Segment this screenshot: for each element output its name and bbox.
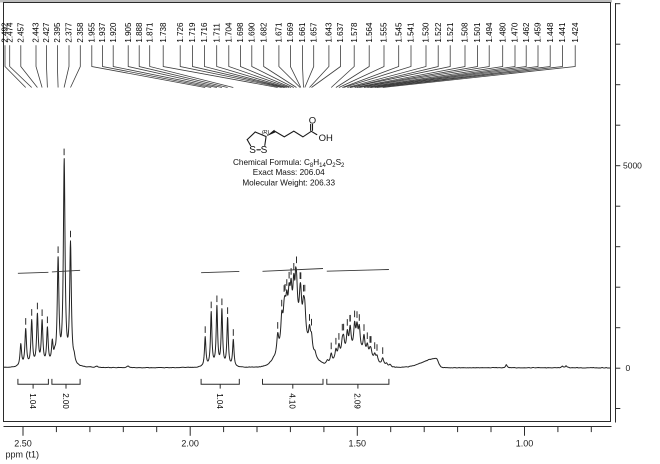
- svg-text:2.443: 2.443: [32, 22, 41, 43]
- svg-text:1.424: 1.424: [571, 22, 580, 43]
- svg-text:Molecular Weight: 206.33: Molecular Weight: 206.33: [242, 179, 335, 188]
- svg-text:1.00: 1.00: [516, 439, 534, 449]
- svg-text:4.10: 4.10: [288, 393, 297, 409]
- svg-text:0: 0: [626, 363, 631, 373]
- svg-text:1.698: 1.698: [236, 22, 245, 43]
- svg-text:1.459: 1.459: [534, 22, 543, 43]
- svg-text:1.711: 1.711: [212, 23, 221, 43]
- svg-text:1.501: 1.501: [473, 22, 482, 43]
- svg-text:1.920: 1.920: [109, 22, 118, 43]
- svg-text:ppm (t1): ppm (t1): [6, 450, 40, 460]
- svg-text:1.441: 1.441: [558, 22, 567, 43]
- svg-text:1.508: 1.508: [461, 22, 470, 43]
- svg-text:2.395: 2.395: [53, 22, 62, 43]
- svg-text:1.480: 1.480: [498, 22, 507, 43]
- svg-text:2.358: 2.358: [76, 22, 85, 43]
- svg-text:2.427: 2.427: [42, 22, 51, 43]
- svg-text:(R): (R): [262, 130, 270, 136]
- svg-text:1.448: 1.448: [546, 22, 555, 43]
- svg-text:1.522: 1.522: [434, 22, 443, 43]
- svg-text:1.719: 1.719: [188, 22, 197, 43]
- svg-text:2.50: 2.50: [14, 439, 32, 449]
- svg-text:1.871: 1.871: [145, 22, 154, 43]
- svg-text:1.682: 1.682: [259, 22, 268, 43]
- svg-text:2.492: 2.492: [1, 22, 10, 43]
- svg-text:1.462: 1.462: [522, 22, 531, 43]
- svg-text:1.716: 1.716: [200, 22, 209, 43]
- svg-text:1.738: 1.738: [159, 22, 168, 43]
- svg-text:1.643: 1.643: [325, 22, 334, 43]
- svg-text:1.555: 1.555: [380, 22, 389, 43]
- svg-text:2.377: 2.377: [65, 22, 74, 43]
- svg-text:1.905: 1.905: [124, 22, 133, 43]
- svg-text:Exact Mass: 206.04: Exact Mass: 206.04: [253, 168, 325, 177]
- svg-text:1.521: 1.521: [446, 22, 455, 43]
- svg-text:1.955: 1.955: [87, 22, 96, 43]
- svg-text:2.474: 2.474: [5, 22, 14, 43]
- svg-text:1.50: 1.50: [349, 439, 367, 449]
- svg-text:1.04: 1.04: [28, 393, 37, 409]
- svg-text:2.457: 2.457: [16, 22, 25, 43]
- svg-text:5000: 5000: [623, 161, 642, 171]
- svg-text:2.00: 2.00: [61, 393, 70, 409]
- svg-text:1.494: 1.494: [485, 22, 494, 43]
- svg-text:1.657: 1.657: [309, 22, 318, 43]
- svg-text:O: O: [309, 116, 316, 127]
- svg-text:2.00: 2.00: [181, 439, 199, 449]
- svg-text:1.470: 1.470: [511, 22, 520, 43]
- svg-text:1.726: 1.726: [176, 22, 185, 43]
- svg-text:1.690: 1.690: [247, 22, 256, 43]
- svg-text:OH: OH: [319, 133, 333, 144]
- svg-text:1.578: 1.578: [350, 22, 359, 43]
- svg-text:1.669: 1.669: [286, 22, 295, 43]
- svg-text:1.661: 1.661: [298, 22, 307, 43]
- svg-text:1.888: 1.888: [135, 22, 144, 43]
- svg-text:1.541: 1.541: [407, 22, 416, 43]
- svg-text:1.937: 1.937: [98, 22, 107, 43]
- svg-text:1.530: 1.530: [422, 22, 431, 43]
- svg-text:Chemical Formula: C8H14O2S2: Chemical Formula: C8H14O2S2: [233, 158, 345, 169]
- svg-text:1.704: 1.704: [224, 22, 233, 43]
- svg-text:2.09: 2.09: [353, 393, 362, 409]
- svg-text:S: S: [261, 145, 268, 156]
- svg-text:1.04: 1.04: [215, 393, 224, 409]
- svg-text:1.564: 1.564: [365, 22, 374, 43]
- svg-text:S: S: [249, 145, 256, 156]
- svg-text:1.545: 1.545: [394, 22, 403, 43]
- svg-text:1.637: 1.637: [336, 22, 345, 43]
- svg-text:1.671: 1.671: [275, 22, 284, 43]
